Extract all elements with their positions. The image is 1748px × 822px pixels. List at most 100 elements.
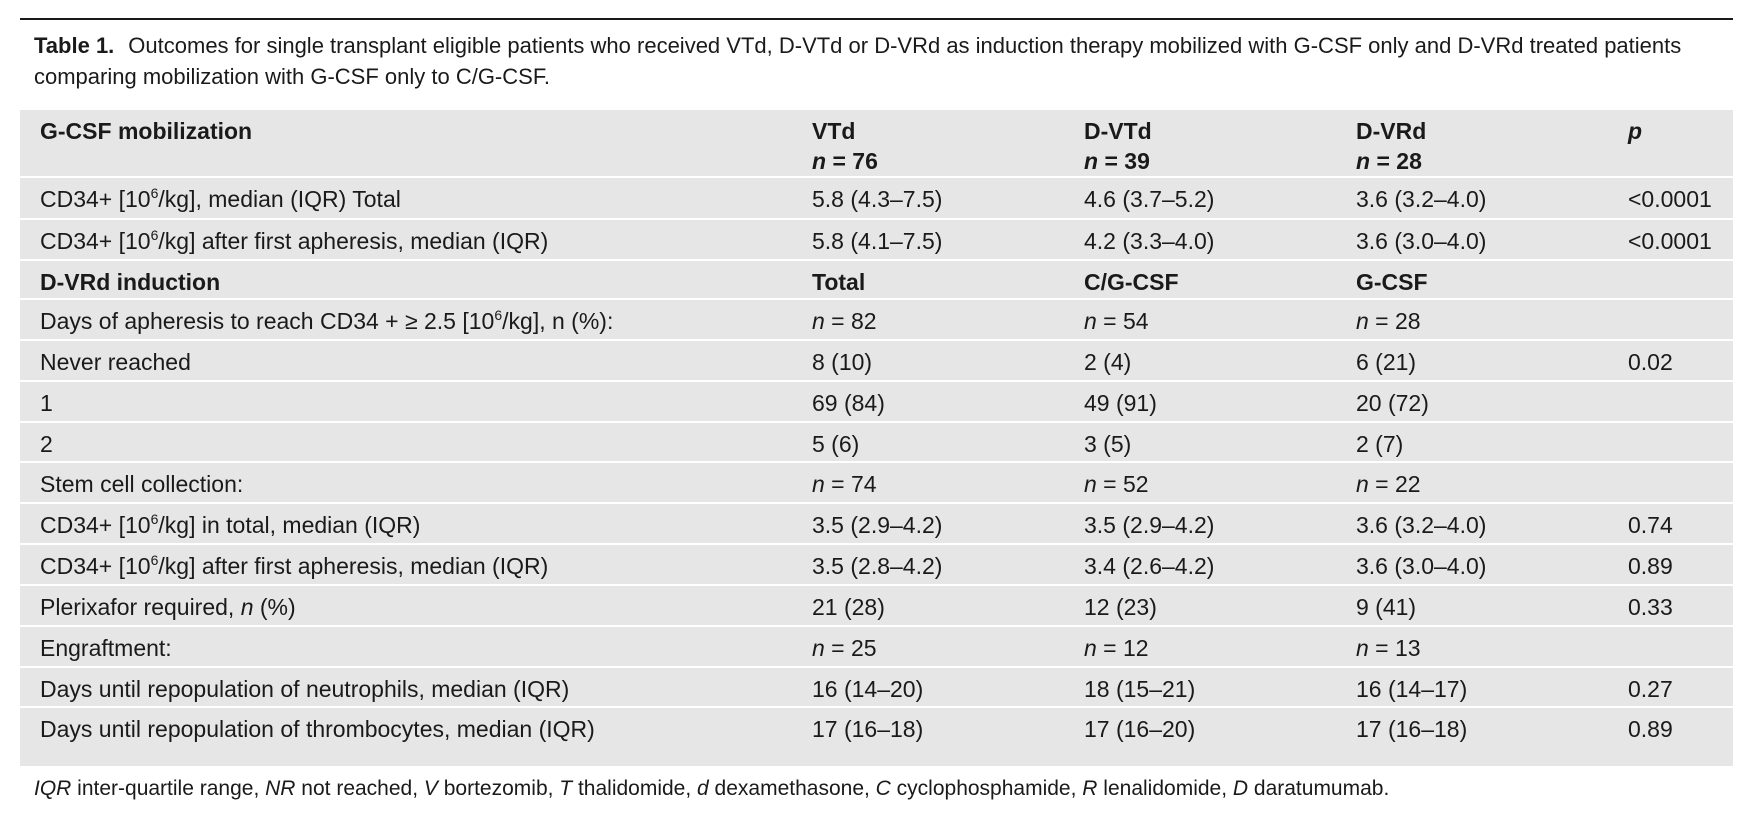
cell-dvrd: 20 (72) xyxy=(1356,390,1429,416)
cell-dvtd: 3.4 (2.6–4.2) xyxy=(1084,553,1215,579)
table-footnote: IQR inter-quartile range, NR not reached… xyxy=(34,774,1389,804)
footnote-abbreviation: IQR xyxy=(34,777,72,800)
cell-p-value: 0.02 xyxy=(1628,349,1673,375)
footnote-definition: bortezomib, xyxy=(437,777,560,800)
cell-dvrd: n = 13 xyxy=(1356,635,1421,661)
top-rule xyxy=(20,18,1733,20)
row-label: Engraftment: xyxy=(40,635,172,661)
cell-p-value: 0.89 xyxy=(1628,553,1673,579)
row-label-superscript: 6 xyxy=(150,552,159,568)
cell-vtd: 3.5 (2.9–4.2) xyxy=(812,512,943,538)
cell-dvrd: 6 (21) xyxy=(1356,349,1417,375)
footnote-abbreviation: d xyxy=(697,777,709,800)
cell-dvrd: 3.6 (3.2–4.0) xyxy=(1356,186,1487,212)
row-label: Plerixafor required, n (%) xyxy=(40,592,296,622)
header-dvrd-label: D-VRd xyxy=(1356,118,1427,144)
table-row: CD34+ [106/kg] in total, median (IQR) 3.5… xyxy=(20,502,1733,542)
header-dvrd-n: n = 28 xyxy=(1356,148,1422,174)
table-row: CD34+ [106/kg], median (IQR) Total 5.8 (4… xyxy=(20,176,1733,216)
cell-p-value: 0.89 xyxy=(1628,716,1673,742)
table-caption: Table 1. Outcomes for single transplant e… xyxy=(34,30,1734,92)
table-row: D-VRd induction Total C/G-CSF G-CSF xyxy=(20,259,1733,299)
row-label-text: (%) xyxy=(253,594,296,620)
header-col-dvrd: D-VRd n = 28 xyxy=(1356,116,1426,176)
row-label: CD34+ [106/kg] after first apheresis, me… xyxy=(40,551,548,581)
cell-vtd: 8 (10) xyxy=(812,349,873,375)
footnote-definition: cyclophosphamide, xyxy=(890,777,1083,800)
cell-dvtd: 12 (23) xyxy=(1084,594,1157,620)
cell-vtd: 69 (84) xyxy=(812,390,885,416)
footnote-abbreviation: T xyxy=(559,777,573,800)
cell-p-value: 0.33 xyxy=(1628,594,1673,620)
row-label-superscript: 6 xyxy=(150,227,159,243)
cell-vtd: 21 (28) xyxy=(812,594,885,620)
cell-dvtd: 2 (4) xyxy=(1084,349,1132,375)
header-col-vtd: VTd n = 76 xyxy=(812,116,878,176)
row-label: D-VRd induction xyxy=(40,269,221,295)
cell-dvrd: 3.6 (3.0–4.0) xyxy=(1356,228,1487,254)
header-vtd-label: VTd xyxy=(812,118,856,144)
footnote-abbreviation: NR xyxy=(265,777,296,800)
cell-vtd: Total xyxy=(812,269,866,295)
cell-dvrd: 16 (14–17) xyxy=(1356,676,1468,702)
cell-p-value: 0.27 xyxy=(1628,676,1673,702)
table-row: Never reached 8 (10) 2 (4) 6 (21) 0.02 xyxy=(20,339,1733,379)
header-vtd-n: n = 76 xyxy=(812,148,878,174)
footnote-abbreviation: R xyxy=(1082,777,1098,800)
header-dvtd-label: D-VTd xyxy=(1084,118,1152,144)
table-row: 1 69 (84) 49 (91) 20 (72) xyxy=(20,380,1733,420)
cell-dvtd: 4.6 (3.7–5.2) xyxy=(1084,186,1215,212)
cell-dvtd: 3 (5) xyxy=(1084,431,1132,457)
footnote-abbreviation: C xyxy=(875,777,891,800)
footnote-abbreviation: V xyxy=(423,777,438,800)
row-label-text: /kg], n (%): xyxy=(502,308,614,334)
cell-vtd: 3.5 (2.8–4.2) xyxy=(812,553,943,579)
cell-vtd: 16 (14–20) xyxy=(812,676,924,702)
cell-dvtd: n = 12 xyxy=(1084,635,1149,661)
footnote-definition: lenalidomide, xyxy=(1097,777,1233,800)
cell-dvtd: 4.2 (3.3–4.0) xyxy=(1084,228,1215,254)
cell-dvrd: n = 28 xyxy=(1356,308,1421,334)
cell-p-value: 0.74 xyxy=(1628,512,1673,538)
header-dvtd-n: n = 39 xyxy=(1084,148,1150,174)
caption-label: Table 1. xyxy=(34,33,115,58)
row-label-text: CD34+ [10 xyxy=(40,512,151,538)
table-row: Engraftment: n = 25 n = 12 n = 13 xyxy=(20,625,1733,665)
row-label: CD34+ [106/kg] in total, median (IQR) xyxy=(40,510,420,540)
row-label-text: Days of apheresis to reach CD34 + ≥ 2.5 … xyxy=(40,308,495,334)
cell-vtd: 5.8 (4.1–7.5) xyxy=(812,228,943,254)
row-label-superscript: 6 xyxy=(150,185,159,201)
row-label-superscript: 6 xyxy=(150,511,159,527)
cell-dvtd: 3.5 (2.9–4.2) xyxy=(1084,512,1215,538)
cell-dvrd: 3.6 (3.0–4.0) xyxy=(1356,553,1487,579)
table-row: Stem cell collection: n = 74 n = 52 n = 22 xyxy=(20,461,1733,501)
caption-text: Outcomes for single transplant eligible … xyxy=(34,33,1682,89)
cell-dvtd: C/G-CSF xyxy=(1084,269,1179,295)
row-label-italic: n xyxy=(240,594,254,620)
row-label-text: /kg], median (IQR) Total xyxy=(158,186,401,212)
row-label-text: /kg] after first apheresis, median (IQR) xyxy=(158,553,549,579)
cell-vtd: n = 25 xyxy=(812,635,877,661)
cell-dvrd: G-CSF xyxy=(1356,269,1428,295)
cell-vtd: n = 82 xyxy=(812,308,877,334)
cell-dvrd: 2 (7) xyxy=(1356,431,1404,457)
cell-p-value: <0.0001 xyxy=(1628,186,1712,212)
table-row: 2 5 (6) 3 (5) 2 (7) xyxy=(20,421,1733,461)
row-label: 2 xyxy=(40,431,53,457)
footnote-definition: not reached, xyxy=(295,777,424,800)
row-label-text: CD34+ [10 xyxy=(40,228,151,254)
cell-dvtd: 49 (91) xyxy=(1084,390,1157,416)
row-label: CD34+ [106/kg] after first apheresis, me… xyxy=(40,226,548,256)
row-label-superscript: 6 xyxy=(494,307,503,323)
table-row: Days until repopulation of thrombocytes,… xyxy=(20,706,1733,746)
cell-vtd: 5 (6) xyxy=(812,431,860,457)
row-label: Days of apheresis to reach CD34 + ≥ 2.5 … xyxy=(40,306,613,336)
cell-dvtd: 18 (15–21) xyxy=(1084,676,1196,702)
row-label-text: CD34+ [10 xyxy=(40,186,151,212)
footnote-definition: dexamethasone, xyxy=(708,777,876,800)
header-col-p: p xyxy=(1628,118,1643,144)
row-label: CD34+ [106/kg], median (IQR) Total xyxy=(40,184,401,214)
cell-dvtd: n = 52 xyxy=(1084,471,1149,497)
cell-dvtd: n = 54 xyxy=(1084,308,1149,334)
